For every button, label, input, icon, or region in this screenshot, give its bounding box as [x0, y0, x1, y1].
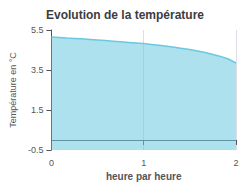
svg-text:Température en °C: Température en °C — [8, 52, 18, 128]
svg-text:-0.5: -0.5 — [28, 145, 44, 155]
svg-text:0: 0 — [49, 158, 54, 168]
svg-text:5.5: 5.5 — [31, 25, 44, 35]
svg-text:1: 1 — [141, 158, 146, 168]
svg-text:1.5: 1.5 — [31, 105, 44, 115]
svg-text:heure par heure: heure par heure — [106, 171, 182, 182]
svg-text:2: 2 — [233, 158, 238, 168]
svg-text:Evolution de la température: Evolution de la température — [46, 8, 204, 22]
svg-text:3.5: 3.5 — [31, 65, 44, 75]
